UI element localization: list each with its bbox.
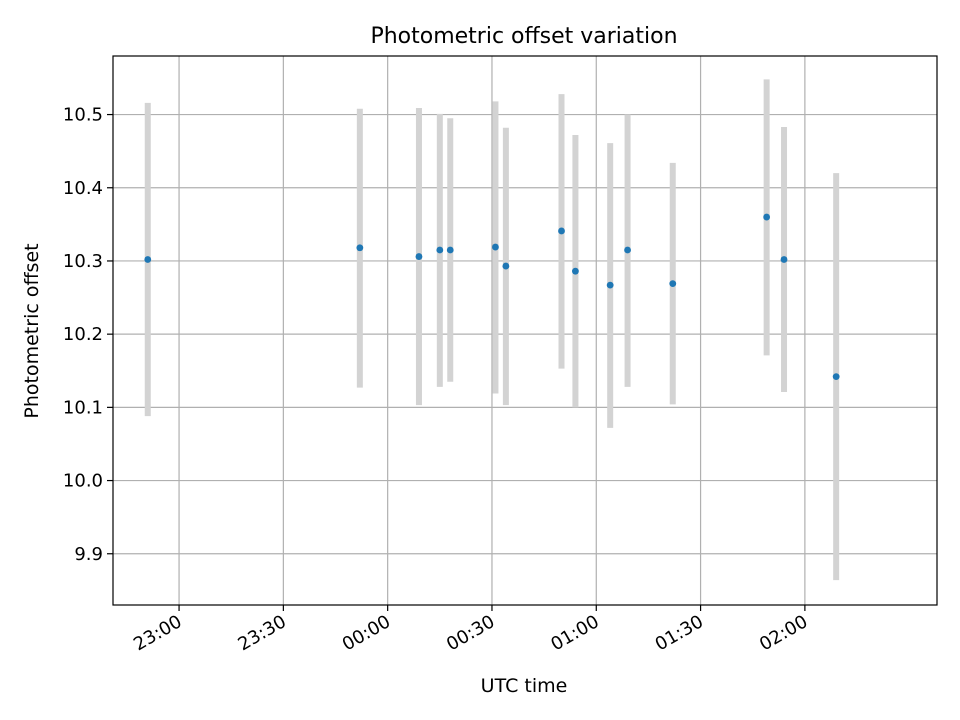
data-point [572,267,579,275]
chart-title: Photometric offset variation [370,24,677,49]
y-tick-label: 10.5 [63,105,103,126]
y-tick-label: 10.1 [63,397,103,418]
y-tick-label: 10.2 [63,324,103,345]
grid [113,56,937,605]
y-tick-label: 10.3 [63,251,103,272]
data-point [415,253,423,260]
data-point [763,213,771,221]
x-axis-label: UTC time [481,675,568,697]
data-point [832,373,840,381]
data-point [669,280,677,288]
y-axis-label: Photometric offset [21,243,43,418]
data-point [558,227,565,235]
data-point [606,281,614,289]
y-axis-ticks: 9.9 10.0 10.1 10.2 10.3 10.4 10.5 [63,105,113,565]
data-point [144,256,152,263]
data-point [492,243,499,251]
plot-frame [112,55,938,606]
data-point [624,246,631,254]
data-point [502,262,510,270]
data-point [356,244,364,252]
y-tick-label: 10.0 [63,471,103,492]
data-points [144,213,840,381]
y-tick-label: 9.9 [74,544,103,565]
data-point [446,246,454,254]
data-point [436,246,444,254]
y-tick-label: 10.4 [63,178,103,199]
data-point [780,256,788,263]
